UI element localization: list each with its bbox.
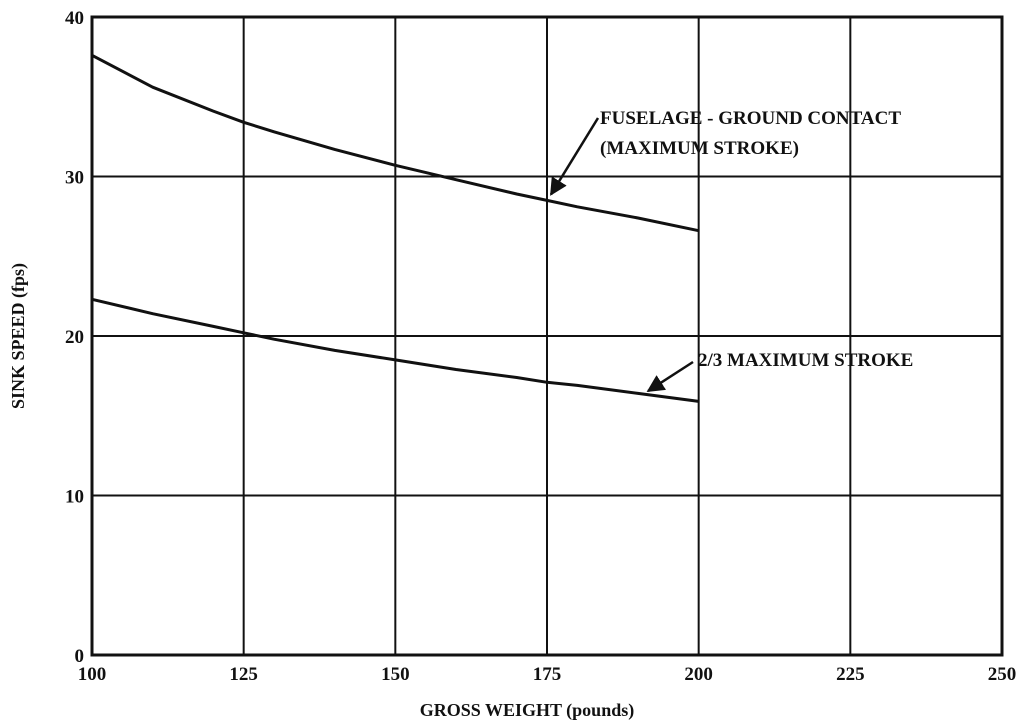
y-axis-title: SINK SPEED (fps) [8,263,29,409]
series-line-1 [91,53,700,233]
x-tick-label: 150 [381,664,410,685]
x-tick-label: 250 [988,664,1017,685]
annotations: FUSELAGE - GROUND CONTACT (MAXIMUM STROKE… [549,108,913,393]
series-line-2 [91,297,699,403]
y-tick-label: 0 [75,646,85,667]
plot-frame [90,15,1004,657]
y-tick-label: 40 [65,8,84,29]
annotation-fuselage-line1: FUSELAGE - GROUND CONTACT [600,108,901,129]
x-tick-label: 200 [684,664,713,685]
y-tick-label: 20 [65,327,84,348]
y-tick-labels: 0 10 20 30 40 [65,8,84,667]
x-tick-labels: 100 125 150 175 200 225 250 [78,664,1017,685]
x-tick-label: 225 [836,664,865,685]
y-tick-label: 30 [65,168,84,189]
x-axis-title: GROSS WEIGHT (pounds) [420,700,634,721]
annotation-two-thirds: 2/3 MAXIMUM STROKE [698,350,913,371]
x-tick-label: 125 [229,664,258,685]
annotation-two-thirds-arrow [646,360,694,393]
annotation-fuselage-line2: (MAXIMUM STROKE) [600,138,799,159]
grid-lines [92,17,1002,655]
x-tick-label: 175 [533,664,562,685]
annotation-fuselage-arrow [549,117,600,196]
x-tick-label: 100 [78,664,107,685]
series-layer [91,53,700,403]
y-tick-label: 10 [65,487,84,508]
